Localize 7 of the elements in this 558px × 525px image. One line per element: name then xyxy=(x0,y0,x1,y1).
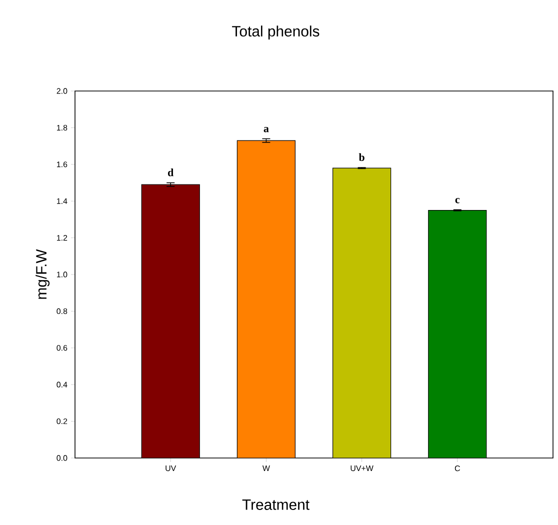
annotation: d xyxy=(168,168,174,176)
annotation: a xyxy=(264,126,269,132)
x-axis-title: Treatment xyxy=(242,500,310,510)
annotation: b xyxy=(358,153,364,161)
annotation: c xyxy=(455,198,460,204)
y-axis-title: mg/F.W xyxy=(36,249,50,299)
chart-title: Total phenols xyxy=(232,26,320,40)
